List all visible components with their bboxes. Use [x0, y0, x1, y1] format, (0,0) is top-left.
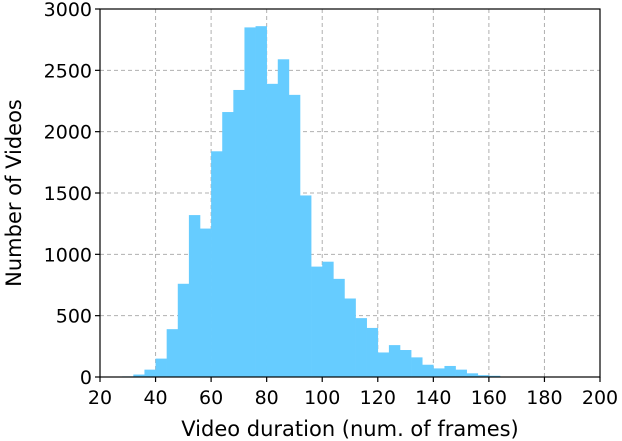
y-tick-label: 500 [56, 306, 92, 328]
y-tick-label: 0 [80, 367, 92, 389]
x-tick-label: 120 [360, 387, 396, 409]
histogram-bar [377, 352, 390, 377]
histogram-bar [266, 83, 279, 378]
y-axis-label: Number of Videos [2, 99, 26, 287]
histogram-bar [155, 358, 167, 377]
histogram-bar [455, 369, 467, 377]
histogram-bar [166, 329, 179, 377]
histogram-bar [344, 298, 356, 377]
histogram-bar [411, 357, 423, 377]
x-axis-label: Video duration (num. of frames) [181, 417, 519, 441]
x-tick-label: 200 [582, 387, 618, 409]
x-tick-label: 180 [526, 387, 562, 409]
histogram-bar [244, 27, 256, 378]
histogram-bar [177, 283, 190, 377]
histogram-bar [211, 151, 223, 377]
histogram-bars [122, 26, 523, 378]
histogram-bar [200, 228, 212, 377]
x-tick-label: 100 [304, 387, 340, 409]
histogram-bar [355, 318, 367, 377]
histogram-bar [188, 215, 201, 377]
histogram-bar [288, 94, 301, 377]
histogram-bar [300, 195, 312, 377]
x-tick-label: 140 [415, 387, 451, 409]
y-tick-label: 3000 [44, 0, 92, 21]
histogram-bar [311, 266, 323, 377]
histogram-bar [422, 364, 434, 377]
y-tick-label: 2500 [44, 60, 92, 82]
histogram-bar [144, 369, 156, 377]
y-tick-label: 1500 [44, 183, 92, 205]
y-tick-label: 1000 [44, 244, 92, 266]
histogram-bar [388, 345, 401, 377]
histogram-bar [233, 89, 245, 378]
x-tick-label: 160 [471, 387, 507, 409]
histogram-bar [433, 368, 445, 377]
histogram-bar [444, 365, 456, 377]
histogram-bar [366, 327, 379, 377]
x-tick-label: 80 [255, 387, 279, 409]
histogram-bar [277, 59, 290, 377]
histogram-bar [488, 375, 501, 377]
histogram-bar [222, 112, 234, 377]
histogram-bar [477, 375, 490, 377]
histogram-bar [466, 373, 479, 377]
histogram-bar [400, 350, 412, 377]
x-tick-label: 60 [199, 387, 223, 409]
x-tick-label: 20 [88, 387, 112, 409]
y-tick-label: 2000 [44, 122, 92, 144]
x-tick-label: 40 [143, 387, 167, 409]
histogram-bar [255, 26, 267, 377]
histogram-bar [133, 374, 145, 377]
axis-ticks: 20 40 60 80 100 120 140 160 180 20005001000150020… [44, 0, 618, 409]
histogram-bar [333, 278, 345, 377]
histogram-bar [322, 261, 334, 377]
